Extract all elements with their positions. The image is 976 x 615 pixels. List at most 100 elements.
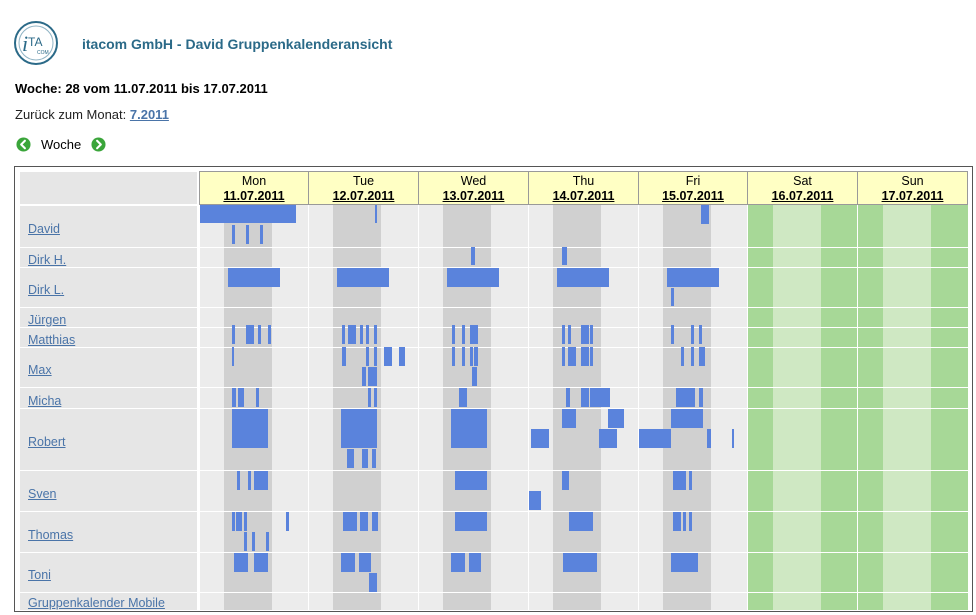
appointment-block[interactable] bbox=[562, 247, 567, 265]
person-link[interactable]: Matthias bbox=[28, 333, 76, 347]
appointment-block[interactable] bbox=[557, 268, 609, 287]
appointment-block[interactable] bbox=[258, 325, 261, 344]
appointment-block[interactable] bbox=[455, 471, 487, 490]
appointment-block[interactable] bbox=[200, 205, 296, 223]
appointment-block[interactable] bbox=[569, 512, 593, 531]
appointment-block[interactable] bbox=[447, 268, 499, 287]
appointment-block[interactable] bbox=[469, 553, 481, 572]
previous-week-icon[interactable] bbox=[16, 136, 31, 152]
appointment-block[interactable] bbox=[691, 325, 694, 344]
appointment-block[interactable] bbox=[368, 367, 377, 386]
appointment-block[interactable] bbox=[246, 325, 254, 344]
appointment-block[interactable] bbox=[369, 573, 377, 592]
appointment-block[interactable] bbox=[581, 388, 589, 407]
appointment-block[interactable] bbox=[590, 388, 610, 407]
appointment-block[interactable] bbox=[452, 347, 455, 366]
appointment-block[interactable] bbox=[228, 268, 280, 287]
appointment-block[interactable] bbox=[681, 347, 684, 366]
appointment-block[interactable] bbox=[462, 325, 465, 344]
day-date-link[interactable]: 17.07.2011 bbox=[881, 189, 944, 203]
appointment-block[interactable] bbox=[232, 325, 235, 344]
appointment-block[interactable] bbox=[374, 388, 377, 407]
appointment-block[interactable] bbox=[671, 553, 698, 572]
appointment-block[interactable] bbox=[699, 325, 702, 344]
appointment-block[interactable] bbox=[451, 409, 487, 448]
appointment-block[interactable] bbox=[470, 325, 478, 344]
appointment-block[interactable] bbox=[531, 429, 549, 448]
day-date-link[interactable]: 14.07.2011 bbox=[552, 189, 615, 203]
appointment-block[interactable] bbox=[342, 325, 345, 344]
day-header-tue[interactable]: Tue 12.07.2011 bbox=[308, 171, 419, 205]
day-header-fri[interactable]: Fri 15.07.2011 bbox=[638, 171, 748, 205]
appointment-block[interactable] bbox=[590, 347, 593, 366]
appointment-block[interactable] bbox=[372, 449, 376, 468]
appointment-block[interactable] bbox=[529, 491, 541, 510]
appointment-block[interactable] bbox=[372, 512, 378, 531]
appointment-block[interactable] bbox=[671, 288, 674, 306]
mobile-calendar-link[interactable]: Gruppenkalender Mobile bbox=[28, 596, 165, 610]
appointment-block[interactable] bbox=[366, 325, 369, 344]
day-date-link[interactable]: 12.07.2011 bbox=[332, 189, 395, 203]
appointment-block[interactable] bbox=[566, 388, 570, 407]
appointment-block[interactable] bbox=[562, 325, 565, 344]
appointment-block[interactable] bbox=[266, 532, 269, 551]
appointment-block[interactable] bbox=[689, 512, 692, 531]
appointment-block[interactable] bbox=[268, 325, 271, 344]
appointment-block[interactable] bbox=[347, 449, 354, 468]
appointment-block[interactable] bbox=[384, 347, 392, 366]
appointment-block[interactable] bbox=[699, 388, 703, 407]
appointment-block[interactable] bbox=[676, 388, 695, 407]
appointment-block[interactable] bbox=[234, 553, 248, 572]
appointment-block[interactable] bbox=[244, 532, 247, 551]
appointment-block[interactable] bbox=[474, 347, 478, 366]
appointment-block[interactable] bbox=[232, 409, 268, 448]
appointment-block[interactable] bbox=[462, 347, 465, 366]
appointment-block[interactable] bbox=[590, 325, 593, 344]
appointment-block[interactable] bbox=[260, 225, 263, 244]
appointment-block[interactable] bbox=[286, 512, 289, 531]
appointment-block[interactable] bbox=[348, 325, 356, 344]
month-link[interactable]: 7.2011 bbox=[129, 107, 169, 122]
appointment-block[interactable] bbox=[360, 512, 368, 531]
appointment-block[interactable] bbox=[399, 347, 405, 366]
appointment-block[interactable] bbox=[732, 429, 734, 448]
person-link[interactable]: Thomas bbox=[28, 527, 74, 542]
appointment-block[interactable] bbox=[246, 225, 249, 244]
person-link[interactable]: Dirk H. bbox=[28, 253, 67, 267]
appointment-block[interactable] bbox=[562, 347, 565, 366]
appointment-block[interactable] bbox=[673, 471, 686, 490]
day-date-link[interactable]: 13.07.2011 bbox=[442, 189, 505, 203]
appointment-block[interactable] bbox=[362, 449, 368, 468]
appointment-block[interactable] bbox=[707, 429, 711, 448]
appointment-block[interactable] bbox=[673, 512, 681, 531]
appointment-block[interactable] bbox=[342, 347, 346, 366]
appointment-block[interactable] bbox=[639, 429, 671, 448]
appointment-block[interactable] bbox=[472, 367, 477, 386]
appointment-block[interactable] bbox=[562, 409, 576, 428]
appointment-block[interactable] bbox=[368, 388, 371, 407]
person-link[interactable]: Robert bbox=[28, 435, 66, 449]
appointment-block[interactable] bbox=[252, 532, 255, 551]
day-header-thu[interactable]: Thu 14.07.2011 bbox=[528, 171, 639, 205]
person-link[interactable]: David bbox=[28, 222, 60, 236]
appointment-block[interactable] bbox=[689, 471, 692, 490]
appointment-block[interactable] bbox=[568, 325, 571, 344]
person-link[interactable]: Toni bbox=[28, 568, 51, 582]
appointment-block[interactable] bbox=[568, 347, 576, 366]
appointment-block[interactable] bbox=[360, 325, 363, 344]
person-link[interactable]: Dirk L. bbox=[28, 283, 65, 297]
appointment-block[interactable] bbox=[337, 268, 389, 287]
person-link[interactable]: Max bbox=[28, 363, 52, 377]
appointment-block[interactable] bbox=[362, 367, 366, 386]
next-week-icon[interactable] bbox=[91, 136, 106, 152]
appointment-block[interactable] bbox=[701, 205, 709, 224]
person-link[interactable]: Jürgen bbox=[28, 313, 67, 327]
day-date-link[interactable]: 15.07.2011 bbox=[662, 189, 724, 203]
appointment-block[interactable] bbox=[671, 409, 703, 428]
appointment-block[interactable] bbox=[232, 225, 235, 244]
appointment-block[interactable] bbox=[341, 553, 355, 572]
person-link[interactable]: Sven bbox=[28, 486, 57, 501]
appointment-block[interactable] bbox=[562, 471, 569, 490]
appointment-block[interactable] bbox=[236, 512, 242, 531]
appointment-block[interactable] bbox=[248, 471, 251, 490]
